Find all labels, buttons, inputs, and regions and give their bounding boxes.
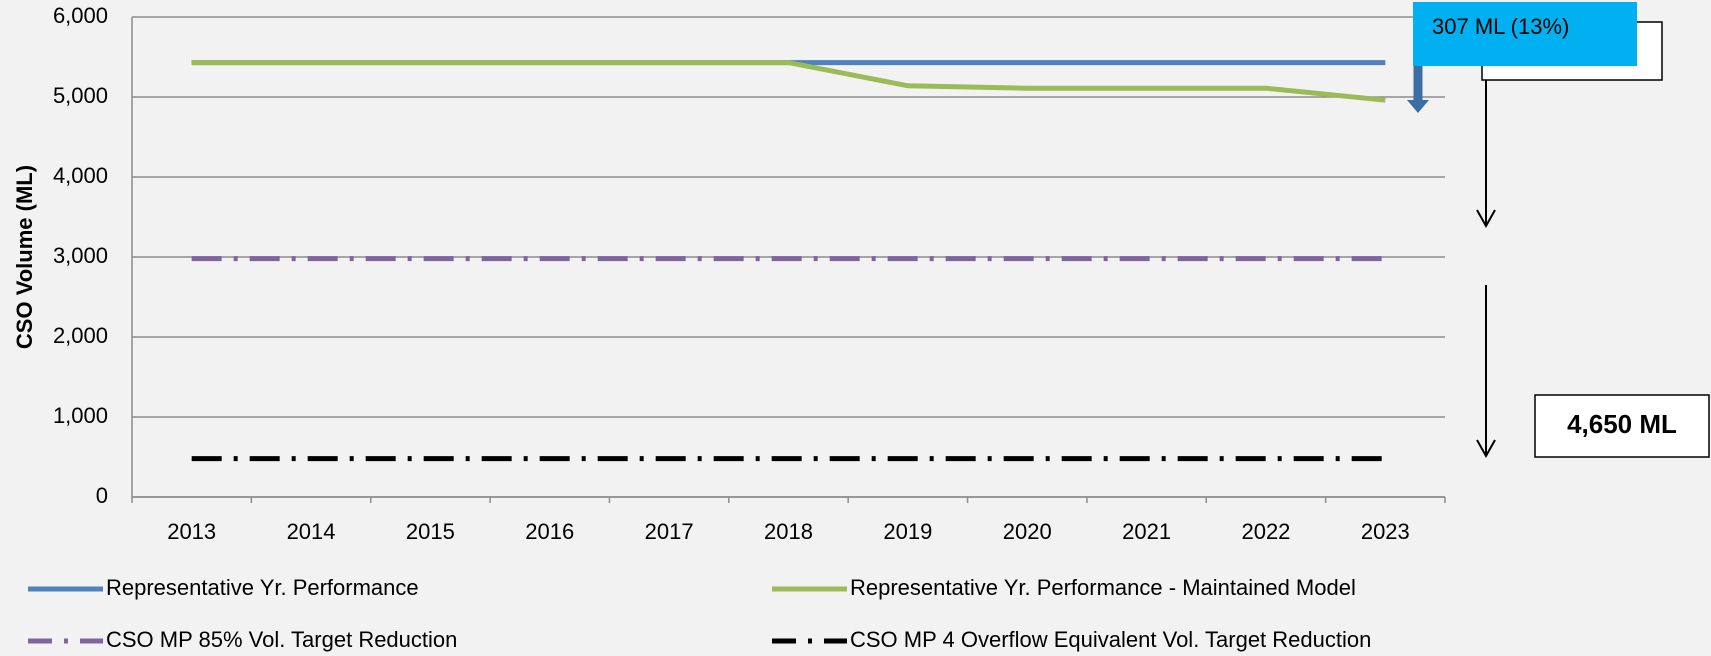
y-tick-label: 4,000 — [53, 163, 108, 188]
annotation: 307 ML (13%) — [1432, 14, 1569, 39]
x-tick-label: 2018 — [764, 519, 813, 544]
y-axis-title: CSO Volume (ML) — [12, 165, 37, 349]
y-tick-label: 3,000 — [53, 243, 108, 268]
arrow-head — [1476, 209, 1496, 229]
x-tick-label: 2022 — [1241, 519, 1290, 544]
x-tick-label: 2021 — [1122, 519, 1171, 544]
legend-label: Representative Yr. Performance - Maintai… — [850, 575, 1356, 600]
annotation-box — [1534, 394, 1710, 458]
x-tick-label: 2016 — [525, 519, 574, 544]
annotation: 4,650 ML — [1567, 409, 1677, 439]
x-tick-label: 2017 — [645, 519, 694, 544]
x-tick-label: 2014 — [287, 519, 336, 544]
x-tick-label: 2019 — [883, 519, 932, 544]
x-tick-label: 2020 — [1003, 519, 1052, 544]
legend-label: Representative Yr. Performance — [106, 575, 419, 600]
x-tick-label: 2013 — [167, 519, 216, 544]
x-tick-label: 2015 — [406, 519, 455, 544]
legend-label: CSO MP 4 Overflow Equivalent Vol. Target… — [850, 627, 1371, 652]
y-tick-label: 5,000 — [53, 83, 108, 108]
plot: 0 1,000 2,000 3,000 4,000 5,000 6,000 2013 2014 2… — [28, 3, 1446, 652]
y-tick-label: 6,000 — [53, 3, 108, 28]
blue-arrow-head — [1407, 100, 1429, 113]
x-tick-label: 2023 — [1361, 519, 1410, 544]
annotation-arrows — [1407, 65, 1496, 459]
y-tick-label: 0 — [96, 483, 108, 508]
series-line — [191, 60, 1386, 103]
legend-label: CSO MP 85% Vol. Target Reduction — [106, 627, 457, 652]
y-tick-label: 1,000 — [53, 403, 108, 428]
y-tick-label: 2,000 — [53, 323, 108, 348]
arrow-head — [1476, 439, 1496, 459]
annotation-box — [1413, 2, 1637, 66]
